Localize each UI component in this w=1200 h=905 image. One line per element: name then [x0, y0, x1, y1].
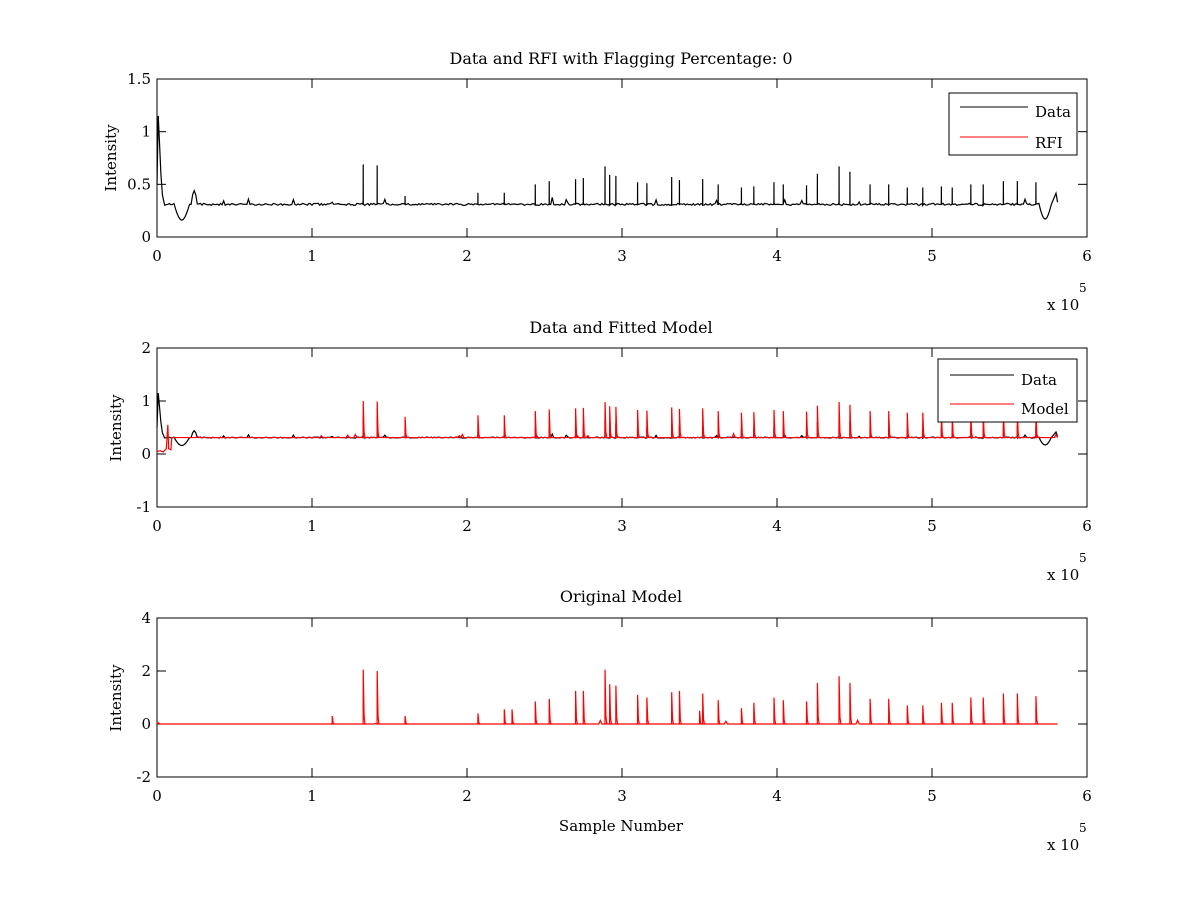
subplot-1-xtick-label: 3 [617, 247, 627, 265]
subplot-1-title: Data and RFI with Flagging Percentage: 0 [449, 49, 792, 68]
subplot-2: Data and Fitted Model Intensity x 10 5 [107, 318, 1087, 584]
subplot-2-ytick-label: 1 [141, 392, 151, 410]
subplot-1-x-multiplier-exponent: 5 [1079, 281, 1087, 295]
subplot-2-xtick-label: 3 [617, 517, 627, 535]
subplot-1-xtick-label: 2 [462, 247, 472, 265]
subplot-3-original-model-series-line [156, 669, 1058, 725]
subplot-2-legend: Data Model [937, 358, 1078, 423]
subplot-3-xtick-label: 4 [772, 787, 782, 805]
subplot-1-xtick-label: 0 [152, 247, 162, 265]
subplot-3-xtick-label: 3 [617, 787, 627, 805]
subplot-2-xtick-label: 0 [152, 517, 162, 535]
subplot-1-ytick-label: 1.5 [127, 70, 151, 88]
subplot-1-x-multiplier: x 10 [1047, 296, 1079, 314]
subplot-3-xtick-label: 6 [1082, 787, 1092, 805]
subplot-1-ytick-label: 1 [141, 123, 151, 141]
subplot-2-legend-box [937, 358, 1078, 423]
subplot-1-xtick-label: 1 [307, 247, 317, 265]
subplot-2-x-multiplier-exponent: 5 [1079, 551, 1087, 565]
subplot-2-legend-model-label: Model [1021, 400, 1069, 418]
subplot-3-xtick-label: 1 [307, 787, 317, 805]
subplot-2-xtick-label: 2 [462, 517, 472, 535]
subplot-2-model-series-line [156, 400, 1059, 453]
subplot-1-xtick-label: 6 [1082, 247, 1092, 265]
subplot-1-ytick-label: 0 [141, 228, 151, 246]
subplot-2-xtick-label: 6 [1082, 517, 1092, 535]
subplot-1-legend: Data RFI [948, 92, 1078, 156]
subplot-3-xlabel: Sample Number [559, 817, 684, 835]
subplot-3-xtick-label: 2 [462, 787, 472, 805]
subplot-3-xtick-label: 0 [152, 787, 162, 805]
subplot-2-x-multiplier: x 10 [1047, 566, 1079, 584]
subplot-2-ytick-label: 2 [141, 339, 151, 357]
subplot-2-ylabel: Intensity [107, 394, 125, 462]
subplot-2-ytick-label: -1 [136, 498, 151, 516]
subplot-1-xtick-label: 5 [927, 247, 937, 265]
subplot-1: Data and RFI with Flagging Percentage: 0… [102, 49, 1087, 314]
subplot-3-ytick-label: 0 [141, 715, 151, 733]
subplot-2-xtick-label: 1 [307, 517, 317, 535]
subplot-1-ytick-label: 0.5 [127, 175, 151, 193]
subplot-3-ylabel: Intensity [107, 664, 125, 732]
subplot-2-xtick-label: 4 [772, 517, 782, 535]
subplot-2-xtick-label: 5 [927, 517, 937, 535]
subplot-1-xtick-label: 4 [772, 247, 782, 265]
subplot-1-legend-rfi-label: RFI [1035, 134, 1063, 152]
subplot-2-legend-data-label: Data [1021, 371, 1057, 389]
subplot-1-legend-box [948, 92, 1078, 156]
subplot-3-x-multiplier: x 10 [1047, 836, 1079, 854]
subplot-3-title: Original Model [560, 587, 682, 606]
subplot-3-ytick-label: -2 [136, 768, 151, 786]
subplot-3-ytick-label: 2 [141, 662, 151, 680]
subplot-3-ytick-label: 4 [141, 609, 151, 627]
subplot-1-data-series-line [156, 115, 1059, 221]
subplot-2-title: Data and Fitted Model [529, 318, 712, 337]
subplot-3: Original Model Intensity Sample Number x… [107, 587, 1087, 854]
subplot-3-x-multiplier-exponent: 5 [1079, 821, 1087, 835]
subplot-1-legend-data-label: Data [1035, 103, 1071, 121]
subplot-1-axes: 0 1 2 3 4 5 6 0 0.5 1 1.5 [127, 70, 1092, 265]
subplot-1-ylabel: Intensity [102, 124, 120, 192]
subplot-2-ytick-label: 0 [141, 445, 151, 463]
subplot-3-xtick-label: 5 [927, 787, 937, 805]
